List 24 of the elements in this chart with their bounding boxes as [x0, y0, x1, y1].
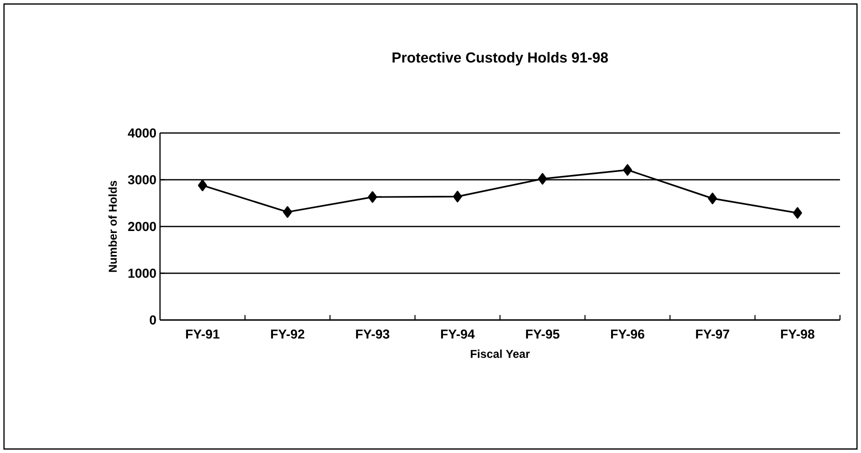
x-tick-label: FY-98: [781, 330, 814, 339]
chart-title: Protective Custody Holds 91-98: [392, 52, 608, 66]
x-tick-label: FY-97: [696, 330, 730, 339]
y-tick-label: 3000: [128, 175, 156, 184]
y-tick-label: 2000: [128, 222, 156, 232]
point: [792, 207, 802, 219]
y-tick-label: 4000: [128, 128, 156, 138]
x-tick-label: FY-91: [186, 330, 220, 339]
point: [708, 192, 718, 204]
point: [452, 190, 462, 202]
point: [368, 191, 378, 203]
x-tick-label: FY-92: [271, 330, 304, 339]
x-tick-label: FY-94: [441, 330, 475, 339]
point: [282, 206, 292, 218]
point: [622, 164, 632, 176]
x-tick-label: FY-96: [611, 330, 644, 339]
x-tick-label: FY-95: [526, 330, 560, 339]
y-tick-label: 0: [150, 315, 156, 325]
point: [538, 173, 548, 185]
x-tick-label: FY-93: [356, 330, 390, 339]
point: [198, 180, 208, 192]
x-axis-title: Fiscal Year: [470, 350, 530, 358]
y-axis-title: Number of Holds: [108, 180, 117, 272]
y-tick-label: 1000: [128, 268, 156, 278]
